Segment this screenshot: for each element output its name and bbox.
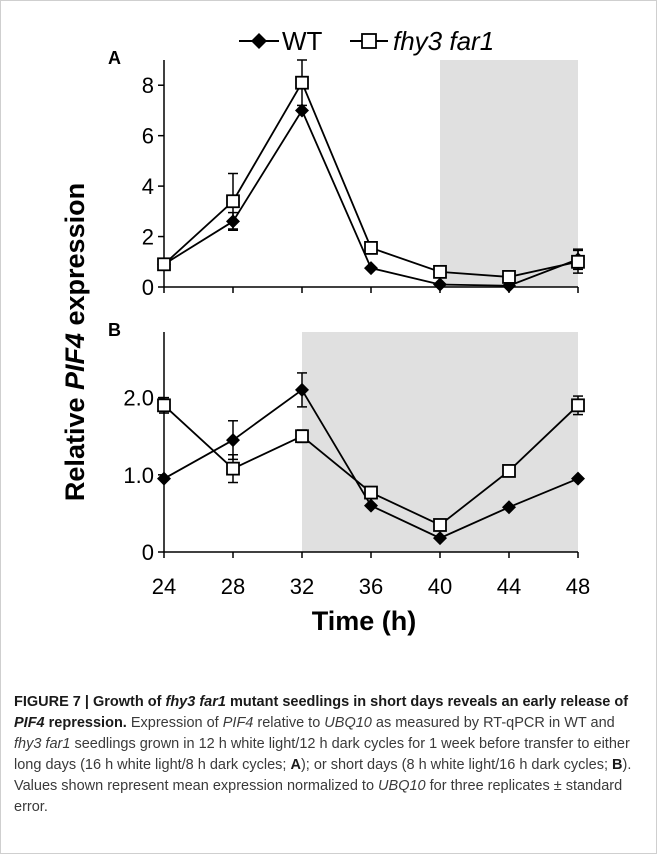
chart-legend: WT fhy3 far1 xyxy=(239,26,494,56)
y-axis-label: Relative PIF4 expression xyxy=(60,183,90,501)
x-tick-40: 40 xyxy=(428,574,452,599)
x-tick-44: 44 xyxy=(497,574,521,599)
data-point-square xyxy=(157,398,171,413)
data-point-square xyxy=(433,264,447,279)
dark-period-shading xyxy=(440,60,578,287)
x-tick-48: 48 xyxy=(566,574,590,599)
y-tick-label: 0 xyxy=(142,275,154,300)
panel-a: 0 2 4 6 8 xyxy=(142,59,585,300)
legend-label-wt: WT xyxy=(282,26,323,56)
y-tick-label: 1.0 xyxy=(123,463,154,488)
data-point-diamond xyxy=(433,277,447,292)
y-tick-label: 2 xyxy=(142,225,154,250)
panel-label-a: A xyxy=(108,48,121,68)
data-point-diamond xyxy=(502,500,516,515)
data-point-diamond xyxy=(571,471,585,486)
data-point-square xyxy=(502,464,516,478)
y-tick-label: 2.0 xyxy=(123,386,154,411)
data-point-square xyxy=(226,461,240,476)
data-point-diamond xyxy=(295,103,309,118)
data-point-square xyxy=(502,270,516,284)
y-tick-label: 0 xyxy=(142,540,154,565)
x-tick-28: 28 xyxy=(221,574,245,599)
y-tick-label: 4 xyxy=(142,174,154,199)
data-point-square xyxy=(295,75,309,90)
x-tick-24: 24 xyxy=(152,574,176,599)
data-point-square xyxy=(571,254,585,269)
series-fhy3-far1 xyxy=(157,59,585,284)
data-point-square xyxy=(295,429,309,444)
data-point-diamond xyxy=(364,498,378,513)
caption-figure-label: FIGURE 7 | Growth of xyxy=(14,694,166,710)
data-point-square xyxy=(571,398,585,413)
data-point-square xyxy=(157,257,171,272)
panel-label-b: B xyxy=(108,320,121,340)
figure-caption: FIGURE 7 | Growth of fhy3 far1 mutant se… xyxy=(14,694,632,815)
x-axis-ticks: 24 28 32 36 40 44 48 xyxy=(152,574,590,599)
data-point-square xyxy=(364,241,378,255)
data-point-diamond xyxy=(226,433,240,448)
legend-mutant: fhy3 far1 xyxy=(350,26,494,56)
y-tick-label: 8 xyxy=(142,73,154,98)
y-tick-label: 6 xyxy=(142,124,154,149)
data-point-square xyxy=(226,194,240,209)
data-point-diamond xyxy=(157,471,171,486)
series-fhy3-far1 xyxy=(157,395,585,532)
data-point-diamond xyxy=(295,382,309,397)
x-tick-32: 32 xyxy=(290,574,314,599)
panel-b: 0 1.0 2.0 xyxy=(123,332,585,565)
data-point-square xyxy=(364,485,378,500)
legend-wt: WT xyxy=(239,26,323,56)
data-point-diamond xyxy=(433,531,447,546)
x-axis-label: Time (h) xyxy=(312,606,417,636)
data-point-square xyxy=(433,518,447,532)
legend-label-mutant: fhy3 far1 xyxy=(393,26,494,56)
data-point-diamond xyxy=(364,261,378,276)
x-tick-36: 36 xyxy=(359,574,383,599)
dark-period-shading xyxy=(302,332,578,552)
